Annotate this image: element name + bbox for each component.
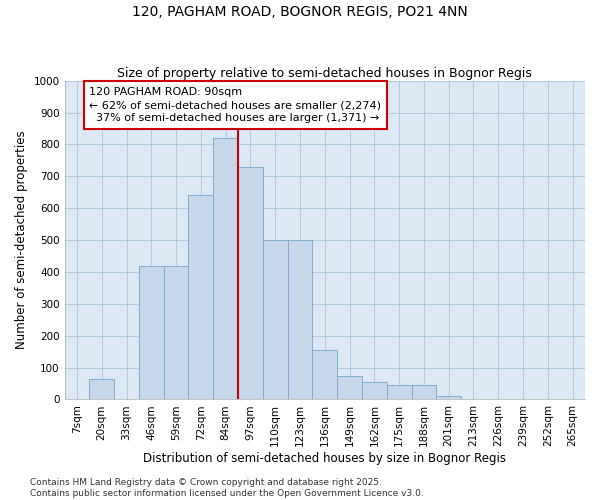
Bar: [188, 196, 213, 400]
Title: Size of property relative to semi-detached houses in Bognor Regis: Size of property relative to semi-detach…: [118, 66, 532, 80]
Bar: [238, 166, 263, 400]
Bar: [89, 378, 114, 400]
X-axis label: Distribution of semi-detached houses by size in Bognor Regis: Distribution of semi-detached houses by …: [143, 452, 506, 465]
Bar: [139, 266, 164, 400]
Bar: [213, 138, 238, 400]
Bar: [287, 240, 313, 400]
Bar: [412, 385, 436, 400]
Text: 120 PAGHAM ROAD: 90sqm
← 62% of semi-detached houses are smaller (2,274)
  37% o: 120 PAGHAM ROAD: 90sqm ← 62% of semi-det…: [89, 87, 382, 124]
Bar: [436, 396, 461, 400]
Bar: [313, 350, 337, 400]
Bar: [164, 266, 188, 400]
Text: Contains HM Land Registry data © Crown copyright and database right 2025.
Contai: Contains HM Land Registry data © Crown c…: [30, 478, 424, 498]
Y-axis label: Number of semi-detached properties: Number of semi-detached properties: [15, 130, 28, 350]
Bar: [263, 240, 287, 400]
Bar: [362, 382, 387, 400]
Bar: [387, 385, 412, 400]
Bar: [337, 376, 362, 400]
Text: 120, PAGHAM ROAD, BOGNOR REGIS, PO21 4NN: 120, PAGHAM ROAD, BOGNOR REGIS, PO21 4NN: [132, 5, 468, 19]
